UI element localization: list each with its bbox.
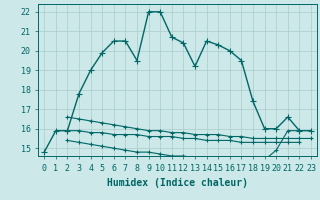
X-axis label: Humidex (Indice chaleur): Humidex (Indice chaleur)	[107, 178, 248, 188]
